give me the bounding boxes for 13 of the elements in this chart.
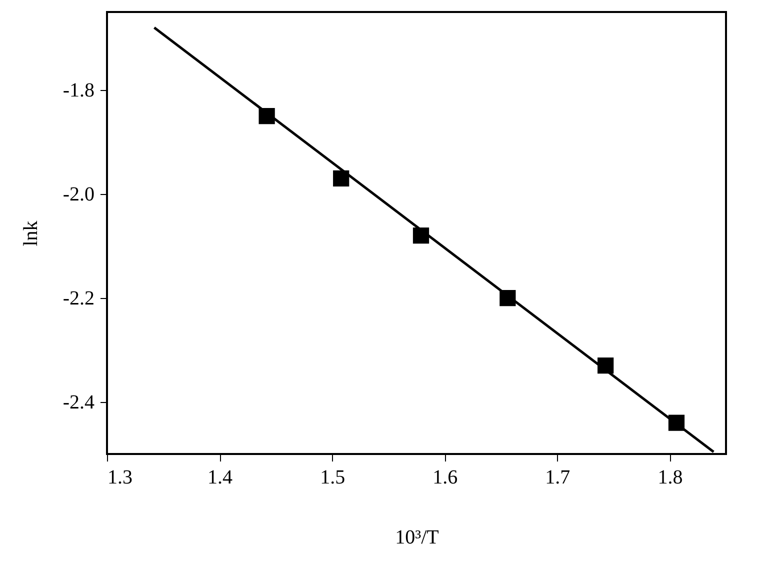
- x-tick-label: 1.6: [432, 466, 458, 488]
- point: [333, 170, 350, 186]
- x-tick-label: 1.8: [658, 466, 683, 488]
- x-axis-title: 10³/T: [395, 526, 439, 548]
- x-tick-label: 1.5: [320, 466, 346, 488]
- y-tick-label: -2.0: [62, 184, 94, 206]
- y-tick-label: -1.8: [62, 80, 94, 102]
- y-tick-label: -2.4: [62, 392, 94, 414]
- y-axis-title: lnk: [20, 220, 42, 246]
- y-tick-label: -2.2: [62, 288, 94, 310]
- x-tick-label: 1.4: [208, 466, 233, 488]
- x-tick-label: 1.7: [545, 466, 570, 488]
- x-tick-label: 1.3: [108, 466, 132, 488]
